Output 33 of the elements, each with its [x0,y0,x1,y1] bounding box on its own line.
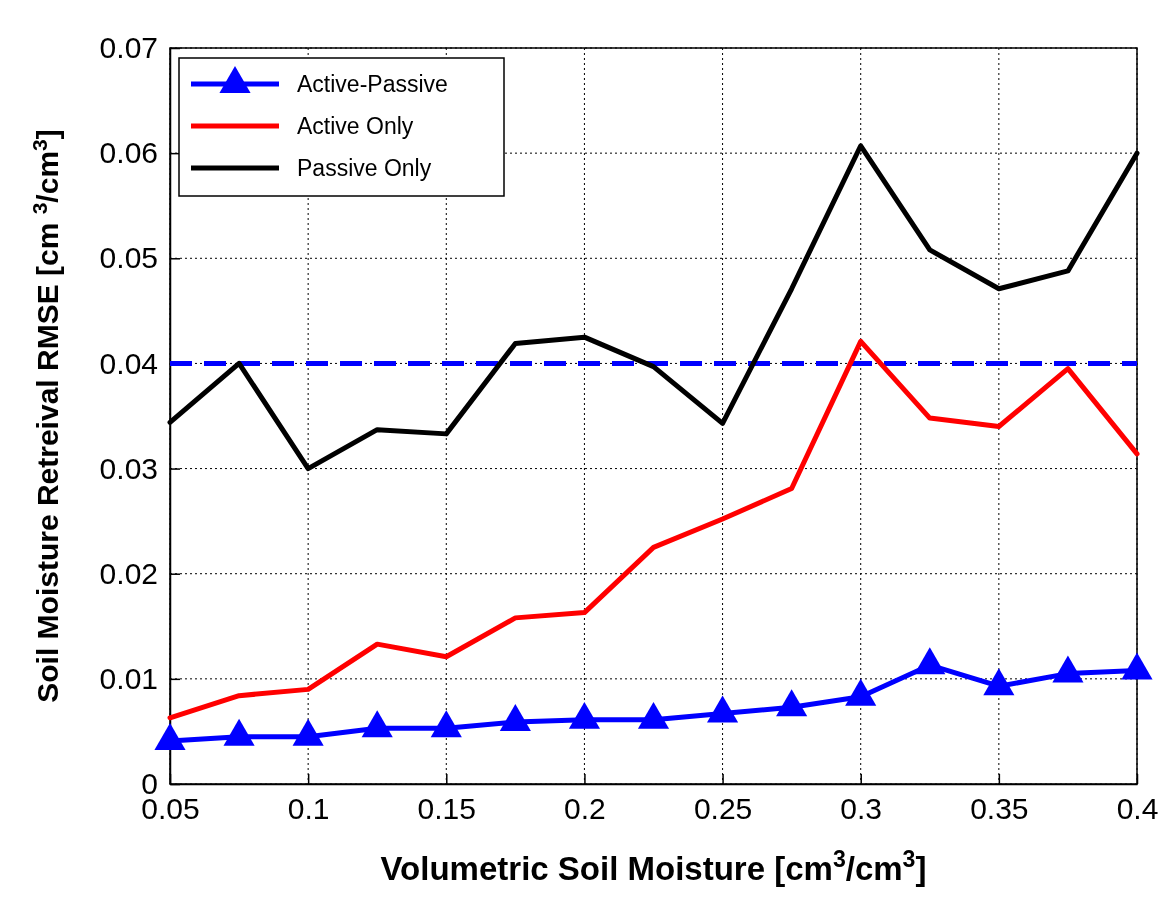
y-tick-label: 0.03 [99,451,158,485]
point [1121,652,1153,680]
x-tick-label: 0.3 [840,792,883,826]
point [223,718,255,746]
point [914,647,946,675]
x-tick-label: 0.2 [564,792,606,826]
x-tick-label: 0.25 [693,792,753,826]
point [776,689,808,717]
y-tick-label: 0.01 [99,661,158,695]
x-axis-title: Volumetric Soil Moisture [cm$^{3}$/cm$^{3}$] [380,846,927,887]
x-tick-label: 0.4 [1116,792,1159,826]
point [707,695,739,723]
x-tick-label: 0.35 [970,792,1029,826]
legend-label: Active Only [297,113,414,139]
y-tick-label: 0.04 [99,346,158,380]
legend-label: Active-Passive [297,71,448,97]
y-tick-label: 0.06 [99,136,158,170]
y-tick-label: 0.05 [99,241,158,275]
x-tick-label: 0.15 [417,792,476,826]
point [292,718,324,746]
point [637,701,670,729]
point [1052,655,1084,683]
y-tick-label: 0.07 [99,31,158,65]
x-tick-label: 0.1 [287,792,330,826]
legend-label: Passive Only [297,155,432,181]
point [154,722,186,750]
point [430,710,462,738]
point [361,710,393,738]
y-tick-label: 0.02 [99,556,158,590]
point [983,668,1015,696]
point [499,703,531,731]
point [845,678,877,706]
point [568,701,600,729]
